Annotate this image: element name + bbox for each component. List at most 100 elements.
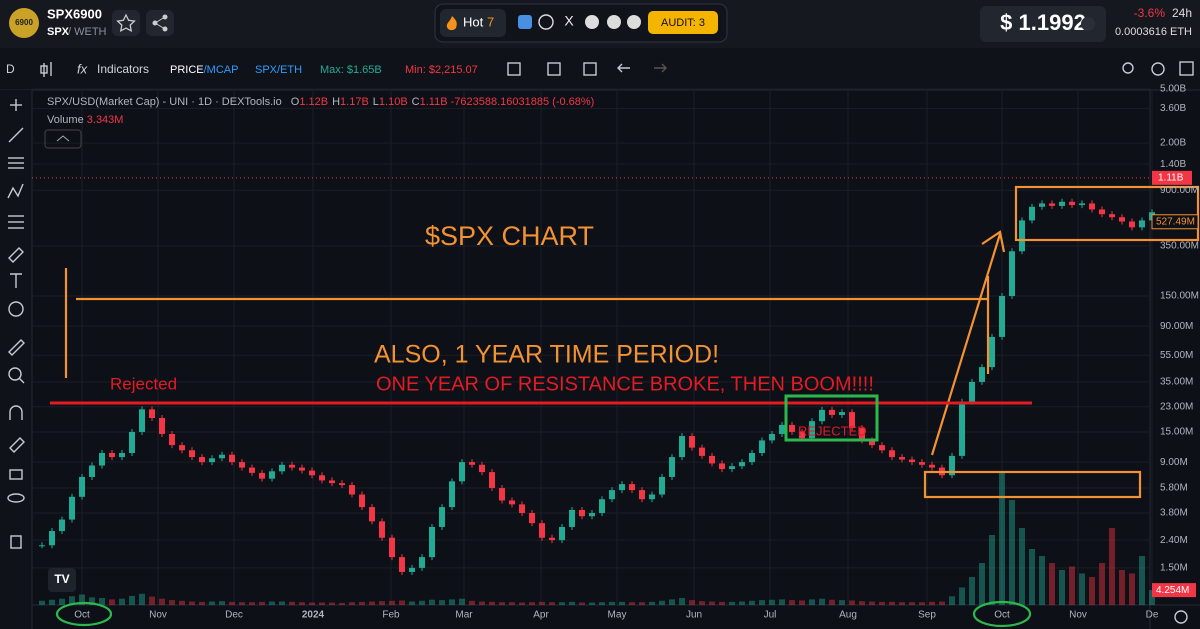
price: $ 1.1992 xyxy=(1000,10,1086,35)
max: Max: $1.65B xyxy=(320,64,382,76)
volume-bar xyxy=(129,595,135,605)
volume-bar xyxy=(289,601,295,605)
x-tick-label: Jul xyxy=(764,610,777,621)
settings-icon[interactable] xyxy=(1174,610,1188,624)
volume-bar xyxy=(119,598,125,605)
x-tick-label: May xyxy=(608,610,627,621)
candle xyxy=(849,412,855,429)
indicators[interactable]: Indicators xyxy=(97,62,149,76)
volume-bar xyxy=(89,597,95,605)
base-box xyxy=(923,470,1142,499)
volume-bar xyxy=(1129,573,1135,605)
volume-bar xyxy=(729,601,735,605)
volume-bar xyxy=(759,600,765,605)
candle xyxy=(519,504,525,514)
volume-bar xyxy=(449,599,455,605)
candle xyxy=(889,450,895,458)
volume-bar xyxy=(319,602,325,605)
candle xyxy=(499,488,505,501)
price-toggle[interactable]: PRICE xyxy=(170,64,204,76)
candle xyxy=(1079,203,1085,206)
share-button[interactable] xyxy=(146,10,174,36)
candle xyxy=(579,509,585,517)
x-tick-label: Oct xyxy=(994,610,1010,621)
volume-bar xyxy=(349,602,355,605)
candle xyxy=(109,453,115,458)
volume-bar xyxy=(299,602,305,605)
volume-bar xyxy=(459,598,465,605)
symbol: SPX6900 xyxy=(47,6,102,21)
highlight-oct xyxy=(972,600,1032,628)
volume-bar xyxy=(1019,528,1025,605)
y-tick-label: 3.80M xyxy=(1160,508,1188,519)
range-tag xyxy=(1151,214,1199,230)
candle xyxy=(539,523,545,538)
volume-bar xyxy=(199,601,205,605)
price-mcap[interactable]: PRICE/MCAP xyxy=(170,64,238,76)
volume-bar xyxy=(639,602,645,605)
volume-bar xyxy=(519,602,525,605)
volume-bar xyxy=(259,601,265,605)
volume-bar xyxy=(1049,563,1055,605)
volume-bar xyxy=(979,563,985,605)
change: -3.6% xyxy=(1134,6,1166,20)
volume-bar xyxy=(239,602,245,605)
favorite-button[interactable] xyxy=(112,10,140,36)
volume-bar xyxy=(629,602,635,605)
y-tick-label: 5.80M xyxy=(1160,483,1188,494)
volume-bar xyxy=(1119,570,1125,605)
candle xyxy=(79,476,85,497)
volume-bar xyxy=(169,600,175,605)
toolbar-icons[interactable] xyxy=(507,61,1194,76)
candle-type-icon[interactable] xyxy=(40,62,52,77)
candle xyxy=(699,447,705,456)
volume-bar xyxy=(859,601,865,605)
info-icon xyxy=(1081,17,1095,31)
candle xyxy=(659,476,665,495)
volume-bar xyxy=(1059,570,1065,605)
volume-tag xyxy=(1152,583,1196,598)
candle xyxy=(649,494,655,500)
ohlc-key: C xyxy=(412,96,420,108)
candle xyxy=(1099,209,1105,215)
candle xyxy=(909,459,915,463)
candle xyxy=(139,409,145,432)
pair-toggle[interactable]: SPX/ETH xyxy=(255,64,302,76)
candle xyxy=(709,455,715,464)
candle xyxy=(349,485,355,495)
volume-bar xyxy=(49,599,55,605)
candle xyxy=(39,545,45,547)
volume-bar xyxy=(369,601,375,605)
mcap-toggle[interactable]: /MCAP xyxy=(204,64,239,76)
candle xyxy=(459,462,465,482)
interval[interactable]: D xyxy=(6,62,15,76)
candle xyxy=(739,462,745,467)
ohlc-value: 1.10B xyxy=(379,96,408,108)
volume-bar xyxy=(189,601,195,605)
volume-bar xyxy=(59,598,65,605)
candle xyxy=(159,417,165,434)
candle xyxy=(49,531,55,546)
volume-bar xyxy=(579,602,585,605)
hot-button[interactable] xyxy=(440,9,506,37)
legend: SPX/USD(Market Cap) - UNI · 1D · DEXTool… xyxy=(47,96,594,108)
candle xyxy=(469,462,475,465)
candle xyxy=(899,457,905,460)
candle xyxy=(769,433,775,441)
drawing-tools[interactable] xyxy=(7,99,25,549)
price-box xyxy=(980,6,1106,42)
volume-bar xyxy=(209,601,215,605)
volume-bar xyxy=(429,599,435,605)
volume-bar xyxy=(139,593,145,605)
candle xyxy=(599,499,605,514)
x-tick-label: Nov xyxy=(149,610,167,621)
candle xyxy=(449,481,455,508)
audit-badge[interactable] xyxy=(648,11,718,34)
ohlc: O1.12B H1.17B L1.10B C1.11B xyxy=(291,96,448,108)
candle xyxy=(959,401,965,456)
collapse-button[interactable] xyxy=(44,129,82,149)
volume-bar xyxy=(79,594,85,605)
ohlc-key: L xyxy=(373,96,379,108)
volume-bar xyxy=(479,601,485,605)
